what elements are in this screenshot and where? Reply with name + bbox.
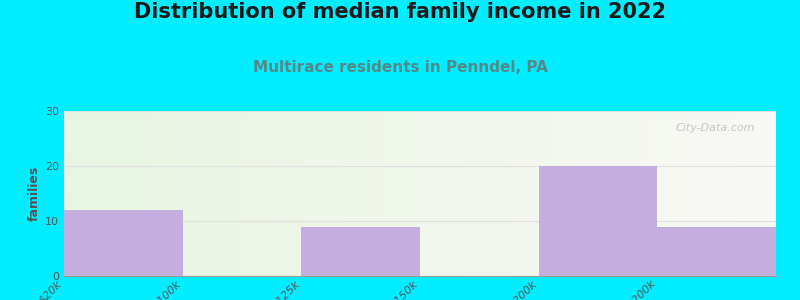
- Text: Multirace residents in Penndel, PA: Multirace residents in Penndel, PA: [253, 60, 547, 75]
- Text: Distribution of median family income in 2022: Distribution of median family income in …: [134, 2, 666, 22]
- Bar: [64, 210, 182, 276]
- Y-axis label: families: families: [28, 166, 41, 221]
- Bar: [538, 166, 658, 276]
- Bar: [658, 226, 776, 276]
- Bar: [302, 226, 420, 276]
- Text: City-Data.com: City-Data.com: [675, 122, 754, 133]
